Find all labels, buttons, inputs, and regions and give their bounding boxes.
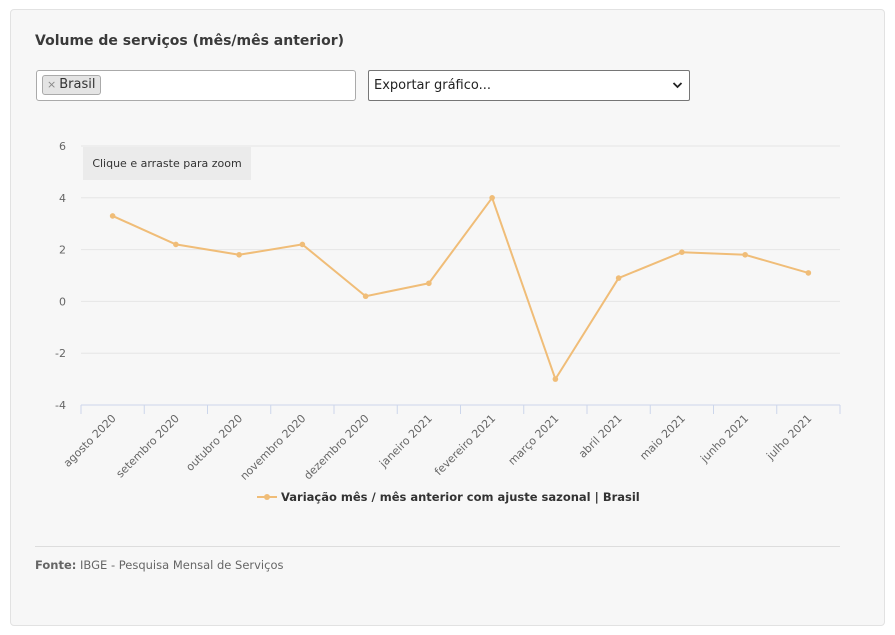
x-tick-label: janeiro 2021 [376,412,435,471]
legend-line-marker-icon [257,491,277,503]
x-tick-label: abril 2021 [576,412,625,461]
data-point [173,241,179,248]
x-tick-label: fevereiro 2021 [432,412,498,478]
export-select-value: Exportar gráfico... [374,78,492,93]
y-tick-label: -2 [55,347,66,360]
source-note: Fonte: IBGE - Pesquisa Mensal de Serviço… [35,558,283,572]
legend-item[interactable]: Variação mês / mês anterior com ajuste s… [257,488,640,506]
data-point [362,293,369,300]
data-point [679,249,685,255]
x-tick-label: maio 2021 [637,412,688,463]
x-tick-label: agosto 2020 [61,412,119,470]
data-point [552,376,559,382]
x-tick-label: dezembro 2020 [301,412,371,482]
y-tick-label: 4 [59,192,66,205]
x-tick-label: julho 2021 [763,412,814,463]
y-tick-label: 2 [59,244,66,257]
chart-card [10,9,885,626]
legend-label: Variação mês / mês anterior com ajuste s… [281,490,640,504]
filter-chip-brasil[interactable]: × Brasil [42,75,102,95]
export-chart-select[interactable]: Exportar gráfico... [368,70,690,101]
divider [35,546,840,547]
y-tick-label: 6 [59,140,66,153]
data-point [109,213,116,219]
x-tick-label: outubro 2020 [183,412,245,474]
chevron-down-icon [672,71,683,111]
chart-title: Volume de serviços (mês/mês anterior) [35,33,345,49]
filter-chip-label: Brasil [59,77,96,92]
data-point [489,195,495,201]
source-label: Fonte: [35,558,77,572]
data-point [426,280,432,287]
y-tick-label: 0 [59,295,66,308]
data-point [742,251,748,258]
y-tick-label: -4 [55,399,66,412]
series-line [112,196,809,381]
location-filter-input[interactable]: × Brasil [36,70,356,101]
data-point [615,275,622,281]
data-point [805,270,812,276]
x-tick-label: março 2021 [506,412,562,468]
x-tick-label: novembro 2020 [238,412,309,483]
zoom-hint-tooltip: Clique e arraste para zoom [83,147,251,180]
x-tick-label: junho 2021 [697,412,751,466]
data-point [299,241,306,248]
source-text: IBGE - Pesquisa Mensal de Serviços [80,558,284,572]
x-tick-label: setembro 2020 [114,412,182,480]
chip-remove-icon[interactable]: × [47,78,57,91]
data-point [236,251,242,258]
